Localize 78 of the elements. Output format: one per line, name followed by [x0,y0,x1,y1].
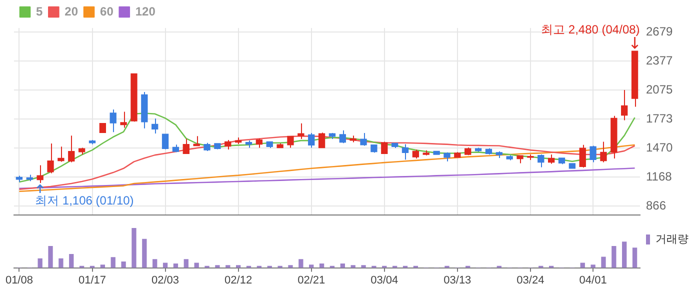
bar [612,246,616,268]
candlestick [600,141,607,163]
x-tick-label: 01/17 [78,274,106,286]
candlestick [47,142,54,174]
y-tick-label: 1470 [646,140,674,154]
x-tick-label: 01/08 [5,274,33,286]
candlestick [152,118,158,134]
candlestick [308,132,315,148]
bar [58,258,64,268]
candlestick [99,123,106,134]
x-tick-label: 04/01 [579,274,607,286]
legend-label: 5 [36,4,43,18]
candlestick [162,134,169,150]
bar [48,246,53,268]
bar [110,257,116,268]
candlestick [182,138,190,154]
bar [622,242,627,268]
y-tick-label: 2679 [646,24,674,38]
candlestick [287,136,294,148]
bar [173,263,178,268]
candlestick [579,144,586,168]
bar [69,254,74,268]
candlestick [224,139,232,150]
candlestick [68,135,75,163]
bar [340,263,345,268]
legend-label: 20 [64,4,78,18]
candlestick [36,164,44,184]
candlestick [298,122,304,140]
candlestick [256,138,263,148]
bar [100,264,106,268]
bar [319,263,324,268]
candlestick [110,108,116,133]
y-tick-label: 866 [646,198,666,212]
bar [288,265,293,268]
y-tick-label: 1168 [646,169,672,184]
bar [601,256,606,268]
bar [184,259,188,268]
bar [142,238,147,268]
candlestick [360,132,367,146]
candlestick [590,145,596,163]
candlestick [318,132,326,148]
x-tick-label: 02/21 [298,274,326,286]
x-tick-label: 03/24 [516,274,544,286]
x-tick-label: 02/03 [152,274,180,286]
y-tick-label: 2075 [646,82,674,96]
bar [215,265,220,268]
bar [632,248,638,268]
candlestick [58,146,64,162]
legend-label: 60 [100,4,114,18]
candlestick [548,154,555,164]
y-tick-label: 2377 [646,53,674,68]
bar [298,259,304,268]
bar [580,262,585,268]
bar [132,228,136,268]
x-tick-label: 03/13 [444,274,472,286]
bar [38,258,42,268]
candlestick [339,130,346,144]
bar [194,262,199,268]
candlestick [621,90,628,121]
candlestick [412,148,420,160]
bar [590,264,596,268]
x-tick-label: 02/12 [224,274,252,286]
bar [162,262,168,268]
annotation: 최저 1,106 (01/10) [35,193,134,208]
candlestick [538,154,544,168]
candlestick [120,111,127,128]
bar [121,262,126,268]
y-tick-label: 1773 [646,111,674,126]
candlestick [402,144,409,160]
bar [309,264,314,268]
bar [361,265,366,268]
candlestick [444,152,450,162]
x-tick-label: 03/04 [370,274,398,286]
candlestick [381,141,388,154]
legend-label: 거래량 [656,234,688,246]
annotation: 최고 2,480 (04/08) [541,22,640,36]
bar [152,259,158,268]
legend-label: 120 [135,4,156,18]
